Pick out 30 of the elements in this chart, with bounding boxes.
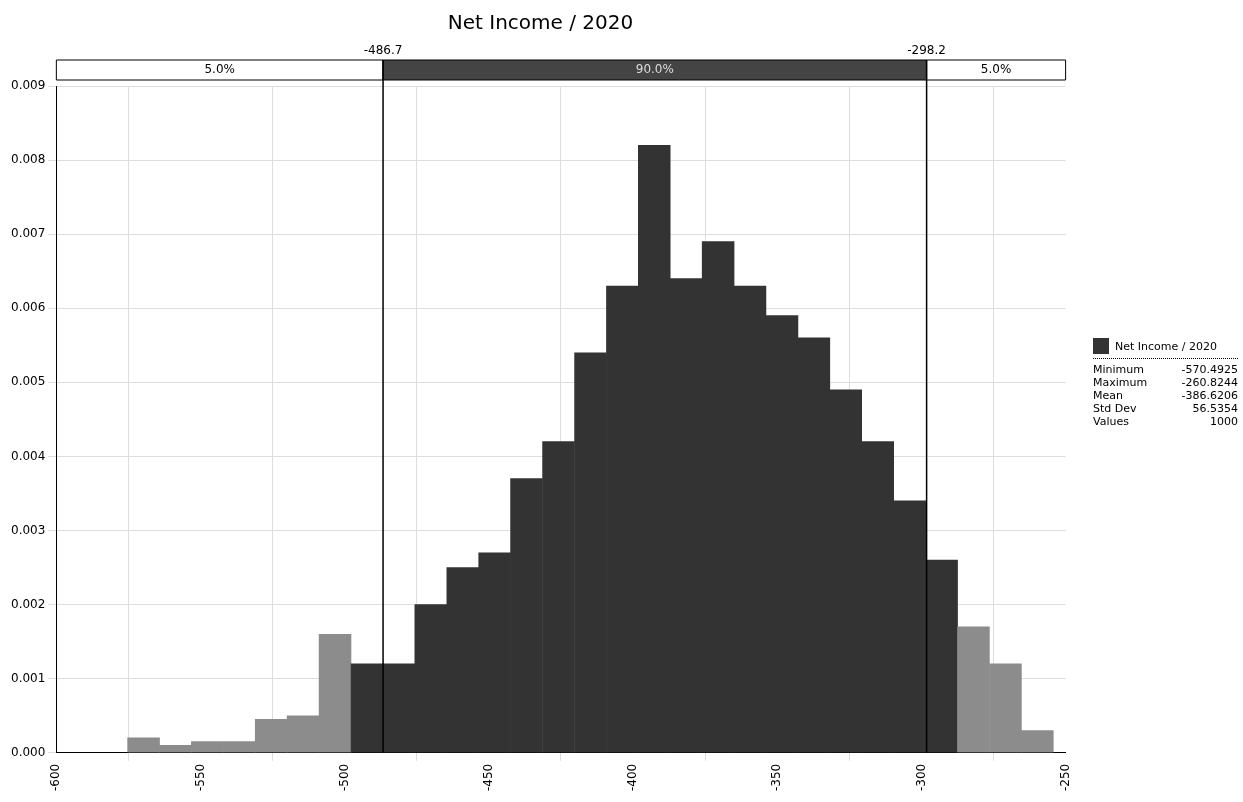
x-tick-label: -350 [769,763,784,791]
chart-title: Net Income / 2020 [447,10,634,35]
x-tick-label: -400 [625,763,640,791]
text: Mean -386.6206 [1093,389,1238,402]
y-tick-label: 0.009 [10,78,46,93]
ref-line-label: -486.7 [363,43,403,58]
ref-line-label: -298.2 [907,43,946,58]
text: 90.0% [635,62,674,77]
x-tick-label: -450 [481,763,496,791]
y-tick-label: 0.003 [10,522,46,537]
text: Values 1000 [1093,415,1238,428]
y-tick-label: 0.006 [10,300,46,315]
y-tick-label: 0.008 [10,152,46,167]
y-tick-label: 0.002 [10,596,46,611]
y-tick-label: 0.005 [10,374,46,389]
text: Maximum -260.8244 [1093,376,1238,389]
text: Std Dev 56.5354 [1093,402,1238,415]
legend-label: Net Income / 2020 [1115,339,1217,353]
x-tick-label: -550 [192,763,207,791]
y-tick-label: 0.000 [10,744,46,759]
y-tick-label: 0.001 [10,670,46,685]
y-tick-label: 0.004 [10,448,46,463]
y-tick-label: 0.007 [10,226,46,241]
x-tick-label: -300 [913,763,928,791]
x-tick-label: -600 [48,763,63,791]
text: Minimum -570.4925 [1093,363,1238,376]
text: 5.0% [980,62,1012,77]
x-tick-label: -500 [336,763,351,791]
text: 5.0% [204,62,235,77]
x-tick-label: -250 [1057,763,1072,791]
